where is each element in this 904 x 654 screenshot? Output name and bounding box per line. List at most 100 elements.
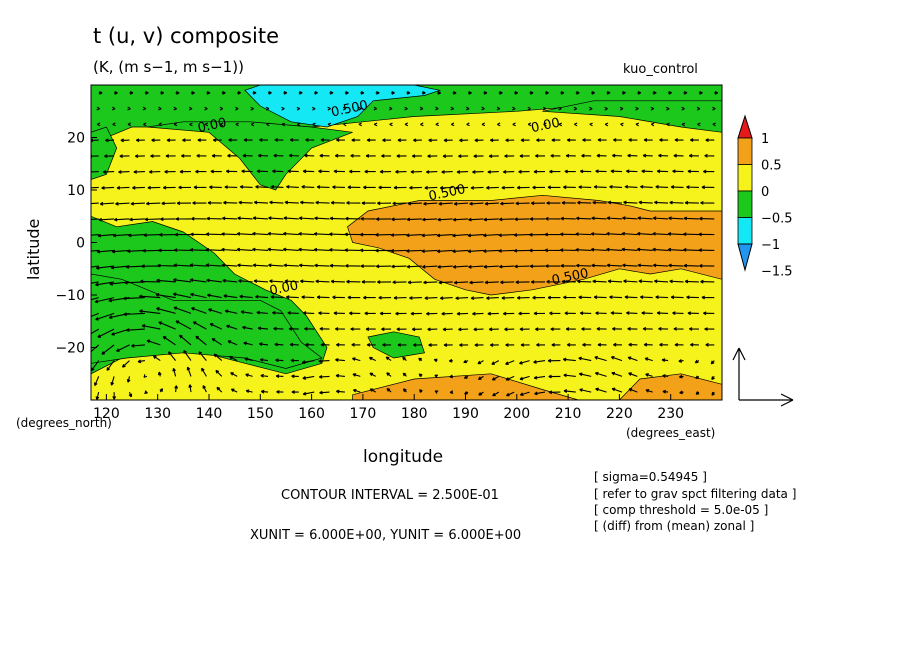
wind-vector bbox=[492, 391, 500, 397]
wind-vector bbox=[658, 153, 669, 158]
wind-vector bbox=[489, 343, 499, 347]
wind-vector bbox=[302, 169, 315, 174]
wind-vector bbox=[501, 296, 515, 300]
wind-vector bbox=[236, 247, 253, 252]
wind-vector bbox=[211, 153, 222, 158]
wind-vector bbox=[252, 90, 257, 95]
wind-vector bbox=[191, 91, 195, 95]
wind-vector bbox=[237, 263, 253, 268]
x-tick-label: 200 bbox=[503, 406, 530, 422]
wind-vector bbox=[421, 233, 438, 238]
wind-vector bbox=[215, 369, 223, 377]
wind-vector bbox=[627, 153, 638, 158]
wind-vector bbox=[150, 154, 161, 158]
wind-vector bbox=[434, 374, 438, 379]
wind-vector bbox=[189, 278, 207, 283]
wind-vector bbox=[352, 388, 361, 393]
wind-vector bbox=[622, 263, 638, 268]
wind-vector bbox=[672, 169, 684, 174]
wind-vector bbox=[402, 388, 407, 393]
wind-vector bbox=[213, 353, 223, 362]
wind-vector bbox=[465, 106, 470, 111]
wind-vector bbox=[102, 170, 115, 174]
wind-vector bbox=[529, 248, 546, 253]
wind-vector bbox=[684, 279, 699, 284]
wind-vector bbox=[127, 249, 145, 254]
wind-vector bbox=[650, 122, 655, 127]
wind-vector bbox=[536, 343, 545, 347]
wind-vector bbox=[402, 356, 407, 362]
wind-vector bbox=[527, 106, 531, 111]
wind-vector bbox=[453, 280, 469, 285]
wind-vector bbox=[289, 138, 299, 142]
wind-vector bbox=[393, 185, 407, 190]
wind-vector bbox=[668, 90, 672, 95]
wind-vector bbox=[221, 247, 238, 252]
wind-vector bbox=[406, 264, 422, 269]
wind-vector bbox=[126, 376, 131, 383]
wind-vector bbox=[502, 311, 515, 316]
wind-vector bbox=[91, 202, 99, 205]
wind-vector bbox=[221, 232, 238, 236]
wind-vector bbox=[113, 217, 130, 222]
wind-vector bbox=[267, 247, 284, 252]
wind-vector bbox=[512, 122, 516, 127]
wind-vector bbox=[110, 376, 115, 386]
wind-vector bbox=[139, 309, 161, 314]
wind-vector bbox=[174, 385, 179, 393]
wind-vector bbox=[392, 280, 407, 285]
wind-vector bbox=[144, 390, 148, 394]
wind-vector bbox=[259, 358, 269, 362]
wind-vector bbox=[336, 138, 345, 142]
wind-vector bbox=[119, 154, 130, 159]
wind-vector bbox=[428, 138, 438, 143]
wind-vector bbox=[255, 184, 269, 189]
wind-vector bbox=[315, 200, 330, 205]
wind-vector bbox=[439, 186, 453, 190]
wind-vector bbox=[409, 185, 422, 190]
wind-vector bbox=[222, 216, 238, 221]
wind-vector bbox=[123, 312, 145, 317]
wind-vector bbox=[252, 231, 269, 236]
wind-vector bbox=[610, 311, 623, 315]
wind-vector bbox=[172, 292, 192, 299]
wind-vector bbox=[198, 351, 207, 361]
wind-vector bbox=[351, 342, 361, 347]
wind-vector bbox=[673, 327, 684, 331]
wind-vector bbox=[674, 138, 684, 142]
wind-vector bbox=[286, 295, 299, 299]
wind-vector bbox=[513, 248, 530, 253]
wind-vector bbox=[91, 249, 99, 252]
wind-vector bbox=[116, 186, 130, 190]
wind-vector bbox=[230, 388, 238, 393]
wind-vector bbox=[406, 249, 422, 253]
colorbar-segment bbox=[737, 137, 753, 165]
wind-vector bbox=[627, 326, 638, 331]
wind-vector bbox=[391, 264, 407, 269]
wind-vector bbox=[621, 90, 626, 95]
chart-subtitle: (K, (m s−1, m s−1)) bbox=[93, 58, 244, 76]
wind-vector bbox=[237, 91, 241, 95]
wind-vector bbox=[221, 91, 226, 95]
x-tick-label: 210 bbox=[555, 406, 582, 422]
wind-vector bbox=[111, 106, 116, 111]
wind-vector bbox=[183, 350, 192, 361]
wind-vector bbox=[423, 280, 438, 285]
wind-vector bbox=[681, 122, 686, 127]
wind-vector bbox=[135, 138, 145, 143]
colorbar-label: 1 bbox=[761, 132, 769, 147]
wind-vector bbox=[686, 185, 699, 189]
wind-vector bbox=[360, 216, 376, 221]
wind-vector bbox=[566, 138, 576, 142]
wind-vector bbox=[304, 326, 315, 331]
wind-vector bbox=[683, 247, 699, 252]
wind-vector bbox=[239, 294, 253, 299]
wind-vector bbox=[226, 324, 238, 330]
wind-vector bbox=[700, 279, 715, 284]
wind-vector bbox=[635, 106, 639, 111]
wind-vector bbox=[662, 374, 669, 378]
wind-vector bbox=[652, 263, 669, 268]
wind-vector bbox=[597, 138, 607, 142]
wind-vector bbox=[636, 247, 653, 252]
wind-vector bbox=[320, 342, 330, 347]
